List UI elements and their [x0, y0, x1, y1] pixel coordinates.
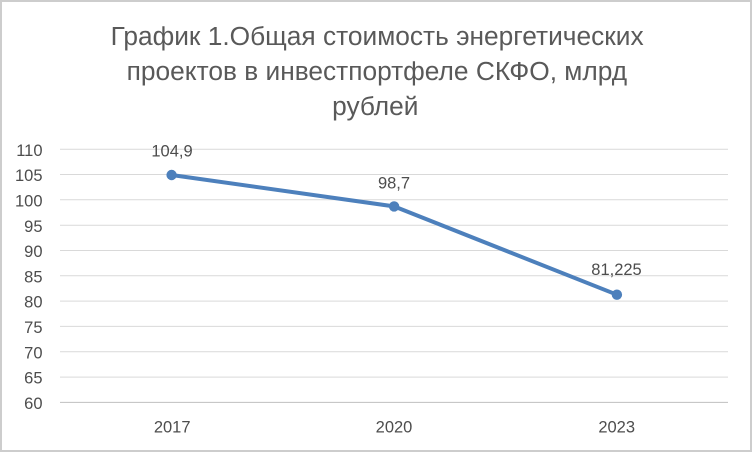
svg-text:90: 90 [24, 243, 42, 261]
svg-text:2020: 2020 [376, 419, 413, 437]
svg-text:60: 60 [24, 395, 42, 413]
svg-text:81,225: 81,225 [591, 261, 641, 279]
svg-text:105: 105 [15, 167, 43, 185]
svg-text:График 1.Общая стоимость энерг: График 1.Общая стоимость энергетических [111, 21, 644, 51]
svg-text:рублей: рублей [332, 91, 418, 121]
svg-text:2023: 2023 [598, 419, 635, 437]
svg-text:85: 85 [24, 268, 42, 286]
svg-text:70: 70 [24, 344, 42, 362]
svg-text:98,7: 98,7 [378, 174, 410, 192]
svg-text:100: 100 [15, 192, 43, 210]
svg-text:проектов в инвестпортфеле СКФО: проектов в инвестпортфеле СКФО, млрд [127, 56, 627, 86]
svg-text:65: 65 [24, 370, 42, 388]
svg-text:110: 110 [16, 142, 42, 160]
svg-text:2017: 2017 [154, 419, 191, 437]
svg-text:95: 95 [24, 218, 42, 236]
svg-text:80: 80 [24, 294, 42, 312]
svg-text:75: 75 [24, 319, 42, 337]
svg-text:104,9: 104,9 [151, 143, 192, 161]
